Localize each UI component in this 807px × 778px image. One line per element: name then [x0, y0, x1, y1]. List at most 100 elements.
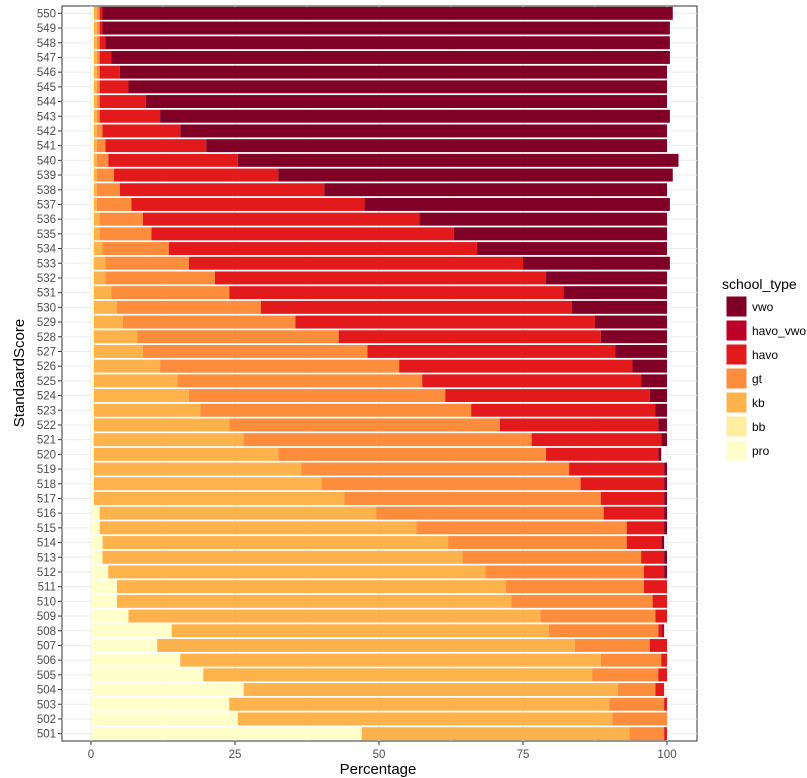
bar-havo-518	[580, 477, 665, 491]
bar-gt-543	[96, 109, 100, 123]
bar-pro-507	[91, 638, 158, 652]
bar-havo-511	[643, 580, 667, 594]
bar-havo-535	[151, 227, 454, 241]
bar-vwo-520	[658, 447, 662, 461]
bar-vwo-538	[324, 183, 667, 197]
y-tick-label: 530	[37, 302, 56, 314]
bar-gt-518	[321, 477, 581, 491]
bar-havo-513	[641, 550, 665, 564]
bar-pro-511	[91, 580, 117, 594]
y-tick-label: 538	[37, 185, 56, 197]
legend-label-havo: havo	[752, 348, 778, 362]
bar-havo-547	[99, 50, 112, 64]
bar-pro-538	[91, 183, 94, 197]
bar-gt-509	[540, 609, 656, 623]
bar-gt-529	[122, 315, 296, 329]
x-axis-title: Percentage	[340, 761, 417, 778]
bar-gt-514	[448, 536, 627, 550]
bar-pro-502	[91, 712, 238, 726]
bar-pro-519	[91, 462, 94, 476]
bar-kb-502	[237, 712, 613, 726]
bar-gt-526	[160, 359, 400, 373]
bar-vwo-519	[664, 462, 667, 476]
bar-gt-515	[416, 521, 627, 535]
x-tick-label: 50	[373, 749, 386, 761]
bar-vwo-527	[615, 344, 667, 358]
y-tick-label: 514	[37, 538, 57, 550]
bar-gt-533	[105, 256, 189, 270]
bar-kb-542	[93, 124, 97, 138]
y-tick-label: 542	[37, 126, 56, 138]
bar-kb-506	[180, 653, 601, 667]
bar-kb-534	[93, 242, 103, 256]
bar-pro-510	[91, 594, 117, 608]
bar-havo-533	[188, 256, 524, 270]
bar-kb-521	[93, 433, 244, 447]
y-axis-title: StandaardScore	[11, 319, 28, 427]
y-tick-label: 527	[37, 346, 56, 358]
bar-pro-516	[91, 506, 100, 520]
y-tick-label: 510	[37, 596, 56, 608]
bar-havo-510	[652, 594, 667, 608]
y-tick-label: 521	[37, 435, 56, 447]
bar-gt-549	[96, 21, 100, 35]
bar-havo-526	[399, 359, 633, 373]
bar-gt-538	[96, 183, 120, 197]
bar-vwo-521	[661, 433, 667, 447]
y-tick-label: 548	[37, 38, 56, 50]
bar-kb-518	[93, 477, 322, 491]
bar-pro-541	[91, 139, 94, 153]
bar-gt-532	[105, 271, 215, 285]
bar-kb-501	[361, 727, 630, 741]
bar-vwo-549	[102, 21, 670, 35]
y-tick-label: 523	[37, 405, 56, 417]
y-tick-label: 506	[37, 655, 56, 667]
bar-kb-526	[93, 359, 161, 373]
bar-kb-524	[93, 389, 189, 403]
y-tick-label: 522	[37, 420, 56, 432]
bar-havo-508	[658, 624, 662, 638]
bar-kb-537	[93, 197, 97, 211]
bar-kb-520	[93, 447, 279, 461]
bar-havo-529	[295, 315, 595, 329]
bar-kb-511	[116, 580, 506, 594]
bar-gt-537	[96, 197, 132, 211]
bar-havo-516	[603, 506, 665, 520]
bar-kb-519	[93, 462, 302, 476]
legend-label-kb: kb	[752, 396, 765, 410]
bar-pro-517	[91, 491, 94, 505]
bar-havo-549	[99, 21, 103, 35]
bar-gt-516	[376, 506, 604, 520]
bar-gt-505	[592, 668, 659, 682]
y-tick-label: 537	[37, 199, 56, 211]
bar-havo-503	[664, 697, 667, 711]
y-tick-label: 508	[37, 626, 56, 638]
bar-pro-549	[91, 21, 94, 35]
bar-pro-513	[91, 550, 103, 564]
bar-gt-546	[96, 65, 100, 79]
y-tick-label: 541	[37, 141, 56, 153]
bar-pro-526	[91, 359, 94, 373]
bar-kb-539	[93, 168, 97, 182]
bar-havo-543	[99, 109, 161, 123]
bar-vwo-512	[664, 565, 667, 579]
bar-gt-501	[629, 727, 665, 741]
bar-havo-539	[114, 168, 279, 182]
y-tick-label: 545	[37, 82, 56, 94]
y-tick-label: 507	[37, 640, 56, 652]
bar-gt-540	[96, 153, 109, 167]
bar-gt-520	[278, 447, 547, 461]
y-tick-label: 549	[37, 23, 56, 35]
bar-pro-527	[91, 344, 94, 358]
bar-vwo-543	[160, 109, 670, 123]
y-tick-label: 529	[37, 317, 56, 329]
bar-pro-545	[91, 80, 94, 94]
bar-kb-547	[93, 50, 97, 64]
bar-vwo-548	[105, 36, 670, 50]
bar-kb-523	[93, 403, 201, 417]
bar-kb-532	[93, 271, 106, 285]
bar-pro-548	[91, 36, 94, 50]
bar-gt-541	[96, 139, 106, 153]
bar-kb-527	[93, 344, 143, 358]
